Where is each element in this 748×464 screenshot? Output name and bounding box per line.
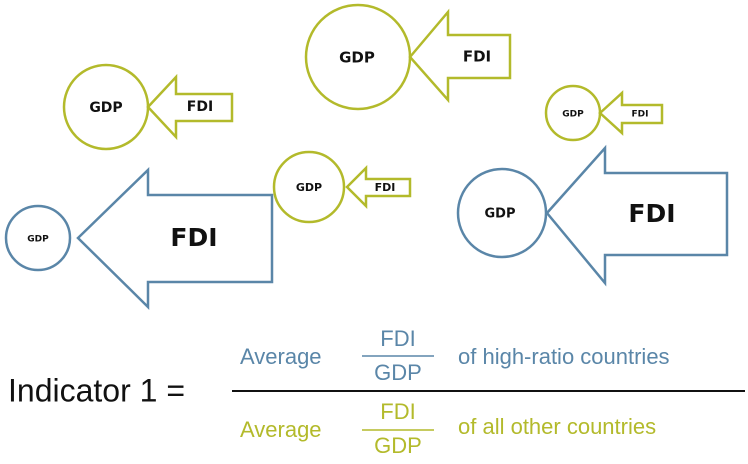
gdp-label: GDP bbox=[89, 100, 122, 116]
fdi-arrow bbox=[146, 73, 234, 141]
fdi-label: FDI bbox=[375, 181, 396, 194]
fdi-arrow bbox=[408, 8, 512, 104]
gdp-label: GDP bbox=[339, 49, 375, 67]
gdp-label: GDP bbox=[27, 235, 49, 245]
fdi-label: FDI bbox=[628, 199, 675, 228]
fdi-label: FDI bbox=[187, 99, 213, 115]
fdi-arrow bbox=[598, 90, 664, 136]
gdp-circle bbox=[4, 204, 72, 272]
fdi-arrow bbox=[545, 144, 729, 287]
gdp-circle bbox=[272, 150, 346, 224]
numerator-top: FDI bbox=[380, 326, 415, 351]
fdi-label: FDI bbox=[170, 223, 217, 252]
denominator-bottom: GDP bbox=[374, 433, 422, 458]
gdp-label: GDP bbox=[296, 181, 322, 194]
gdp-label: GDP bbox=[485, 207, 516, 222]
numerator-suffix: of high-ratio countries bbox=[458, 344, 670, 369]
fdi-label: FDI bbox=[463, 48, 491, 66]
denominator-top: FDI bbox=[380, 399, 415, 424]
numerator-prefix: Average bbox=[240, 344, 322, 369]
fdi-arrow bbox=[345, 164, 412, 210]
numerator-bottom: GDP bbox=[374, 360, 422, 385]
fdi-label: FDI bbox=[632, 110, 649, 120]
denominator-prefix: Average bbox=[240, 417, 322, 442]
gdp-label: GDP bbox=[562, 110, 584, 120]
fdi-arrow bbox=[76, 167, 274, 310]
formula-lhs: Indicator 1 = bbox=[8, 372, 185, 408]
denominator-suffix: of all other countries bbox=[458, 414, 656, 439]
